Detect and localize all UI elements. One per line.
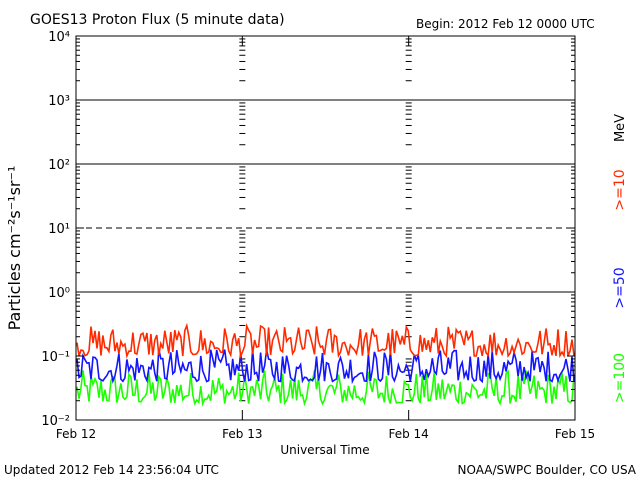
y-tick-label: 10⁰: [48, 286, 70, 301]
x-tick-label: Feb 15: [555, 427, 595, 441]
y-tick-label: 10⁴: [48, 30, 70, 45]
legend-ge100: >=100: [612, 353, 628, 403]
y-tick-label: 10¹: [48, 222, 70, 237]
series-line: [76, 322, 575, 360]
y-axis-label: Particles cm⁻²s⁻¹sr⁻¹: [5, 166, 24, 331]
y-axis: 10⁻² 10⁻¹ 10⁰ 10¹ 10² 10³ 10⁴: [41, 30, 575, 429]
grid-lines: [76, 36, 575, 420]
legend-unit: MeV: [613, 114, 628, 142]
begin-time: Begin: 2012 Feb 12 0000 UTC: [416, 17, 595, 31]
y-tick-label: 10³: [48, 94, 70, 109]
chart-title: GOES13 Proton Flux (5 minute data): [30, 12, 285, 28]
data-series: [76, 322, 575, 407]
x-tick-label: Feb 12: [56, 427, 96, 441]
source-credit: NOAA/SWPC Boulder, CO USA: [458, 463, 637, 477]
x-tick-label: Feb 14: [388, 427, 428, 441]
y-tick-label: 10⁻²: [41, 414, 70, 429]
legend-ge10: >=10: [612, 169, 628, 210]
x-axis-label: Universal Time: [280, 443, 369, 457]
updated-time: Updated 2012 Feb 14 23:56:04 UTC: [4, 463, 219, 477]
series-line: [76, 349, 575, 385]
x-tick-label: Feb 13: [222, 427, 262, 441]
y-tick-label: 10²: [48, 158, 70, 173]
x-axis: Feb 12 Feb 13 Feb 14 Feb 15: [56, 427, 595, 441]
legend-ge50: >=50: [612, 267, 628, 308]
series-line: [76, 369, 575, 407]
y-tick-label: 10⁻¹: [41, 350, 70, 365]
